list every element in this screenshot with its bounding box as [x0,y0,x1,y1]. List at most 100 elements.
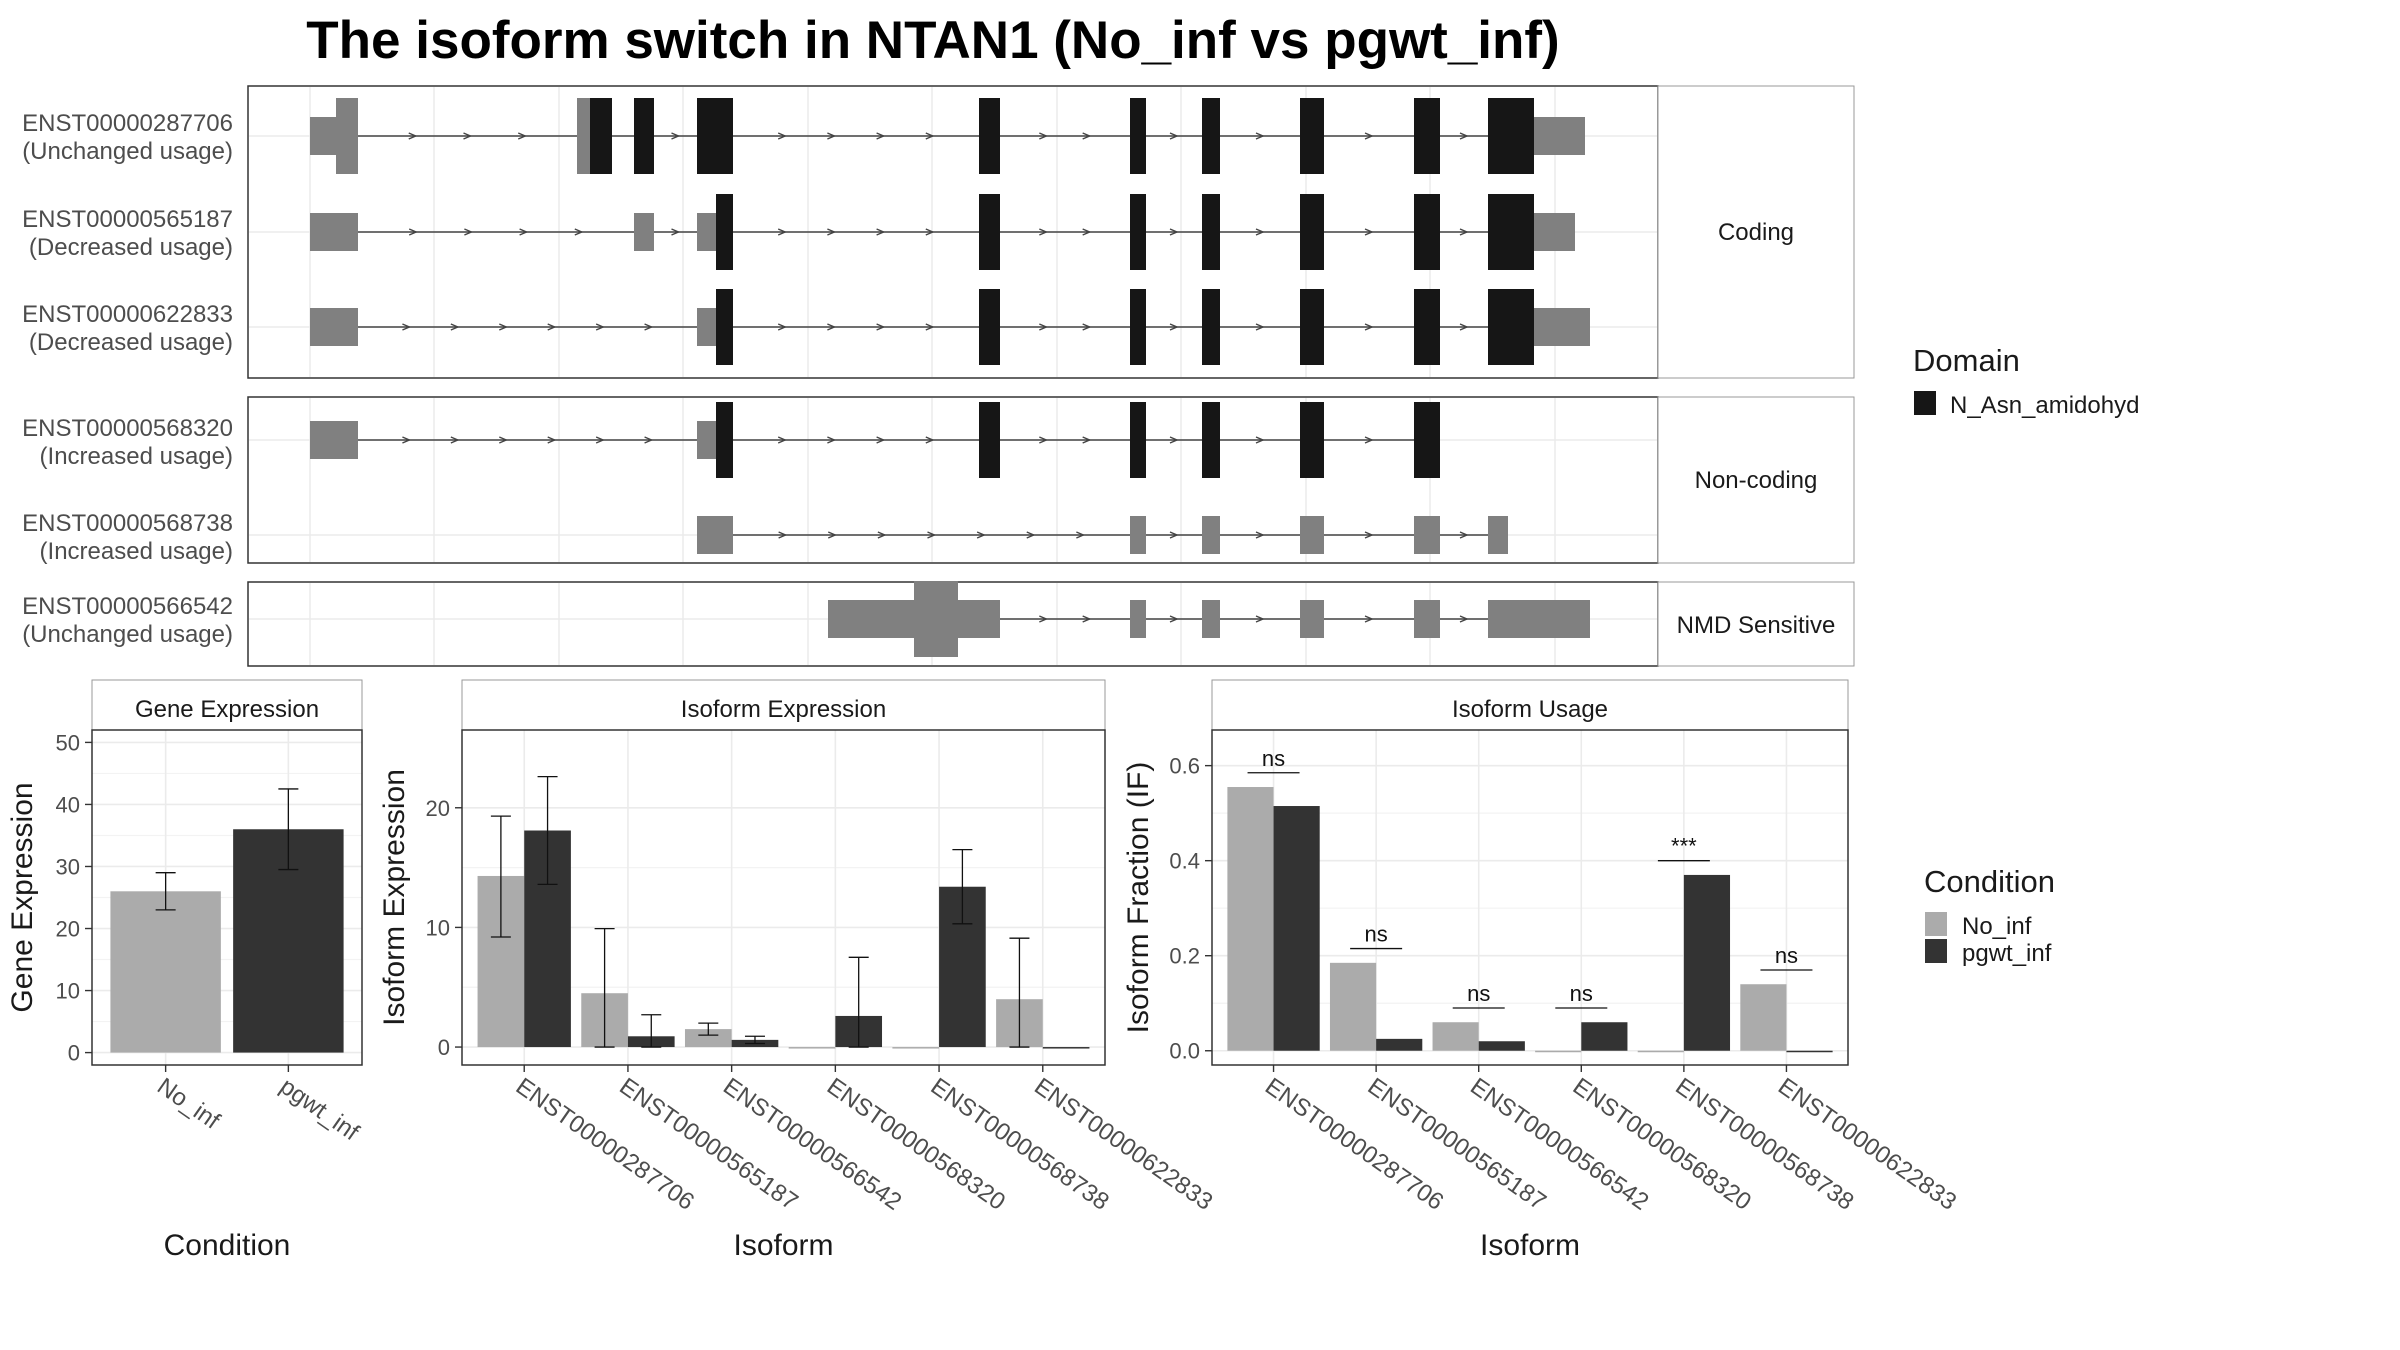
x-tick-label: ENST00000287706 [511,1073,699,1216]
intron-arrow [877,531,887,539]
intron-arrow [1082,615,1092,623]
structure-facet-noncoding [247,396,1659,564]
exon-domain [716,194,733,270]
chart-title: Gene Expression [135,696,319,723]
isoform-label-usage: (Increased usage) [40,538,233,565]
domain-legend: Domain N_Asn_amidohyd [1913,343,2139,419]
y-tick-label: 0 [68,1041,80,1066]
exon-utr [634,213,654,251]
exon-utr [1534,117,1585,155]
exon-utr [1202,600,1220,638]
exon-utr [336,98,358,174]
isoform-label-id: ENST00000287706 [22,110,233,137]
x-tick-label: ENST00000568738 [926,1073,1114,1216]
y-tick-label: 20 [56,917,80,942]
transcript-model [310,98,1585,174]
intron-arrow [1364,615,1374,623]
y-tick-label: 30 [56,854,80,879]
x-tick-label: pgwt_inf [275,1073,364,1147]
intron-arrow [547,323,557,331]
exon-domain [590,98,612,174]
exon-domain [1300,289,1324,365]
intron-arrow [547,436,557,444]
intron-arrow [1255,531,1265,539]
intron-arrow [1459,531,1469,539]
intron-arrow [1255,436,1265,444]
exon-utr [577,98,590,174]
intron-arrow [1459,228,1469,236]
bar [1227,787,1274,1051]
intron-arrow [1026,531,1036,539]
intron-arrow [827,436,837,444]
intron-arrow [777,323,787,331]
isoform-structure-plot: Coding Non-coding NMD Sensitive ENST0000… [22,85,1855,667]
exon-utr [958,600,1000,638]
intron-arrow [1039,228,1049,236]
intron-arrow [876,436,886,444]
intron-arrow [450,436,460,444]
bar [1786,1050,1833,1053]
transcript-model [310,289,1590,365]
intron-arrow [1076,531,1086,539]
intron-arrow [925,436,935,444]
condition-legend: Condition No_inf pgwt_inf [1924,864,2055,967]
intron-arrow [499,436,509,444]
exon-domain [1130,194,1146,270]
x-tick-label: ENST00000565187 [614,1073,802,1216]
exon-domain [697,98,733,174]
y-tick-label: 10 [56,979,80,1004]
intron-arrow [1255,132,1265,140]
facet-strip-coding [1657,85,1855,379]
figure-title: The isoform switch in NTAN1 (No_inf vs p… [306,11,1559,70]
intron-arrow [1039,615,1049,623]
intron-arrow [1364,436,1374,444]
significance-label: ns [1365,922,1388,947]
intron-arrow [463,132,473,140]
intron-arrow [595,323,605,331]
x-tick-label: No_inf [152,1073,225,1135]
y-tick-label: 0.2 [1169,944,1200,969]
exon-utr [1414,600,1440,638]
intron-arrow [1169,228,1179,236]
gene-expression-chart: Gene Expression 0 10 20 30 40 50 No_inf pgwt_inf… [6,679,364,1262]
intron-arrow [1459,615,1469,623]
chart-strip [91,679,363,731]
transcript-model [310,194,1575,270]
exon-domain [1488,289,1534,365]
exon-domain [1130,402,1146,478]
exon-domain [1488,98,1534,174]
exon-domain [1300,98,1324,174]
transcript-model [828,581,1590,657]
intron-arrow [876,132,886,140]
x-tick-label: ENST00000568320 [1568,1073,1756,1216]
chart-strip [1211,679,1849,731]
chart-panel-border [1211,729,1849,1066]
intron-arrow [1082,132,1092,140]
chart-strip [461,679,1106,731]
bar [788,1047,836,1049]
bar [1273,806,1320,1051]
intron-arrow [876,323,886,331]
intron-arrow [1169,132,1179,140]
bar [684,1029,732,1048]
intron-arrow [1039,132,1049,140]
intron-arrow [499,323,509,331]
bar [1478,1041,1525,1051]
exon-utr [310,308,358,346]
exon-utr [697,213,718,251]
x-axis-label: Condition [164,1229,291,1262]
intron-arrow [1459,132,1469,140]
condition-legend-swatch-pgwt-inf [1925,939,1947,963]
significance-label: ns [1467,981,1490,1006]
exon-utr [1300,600,1324,638]
facet-label-nmd: NMD Sensitive [1677,612,1836,639]
domain-legend-label: N_Asn_amidohyd [1950,392,2139,419]
intron-arrow [1039,323,1049,331]
facet-strip-noncoding [1657,396,1855,564]
intron-arrow [827,132,837,140]
x-axis-label: Isoform [733,1229,833,1262]
chart-panel-border [91,729,363,1066]
intron-arrow [925,132,935,140]
y-tick-label: 0.6 [1169,754,1200,779]
